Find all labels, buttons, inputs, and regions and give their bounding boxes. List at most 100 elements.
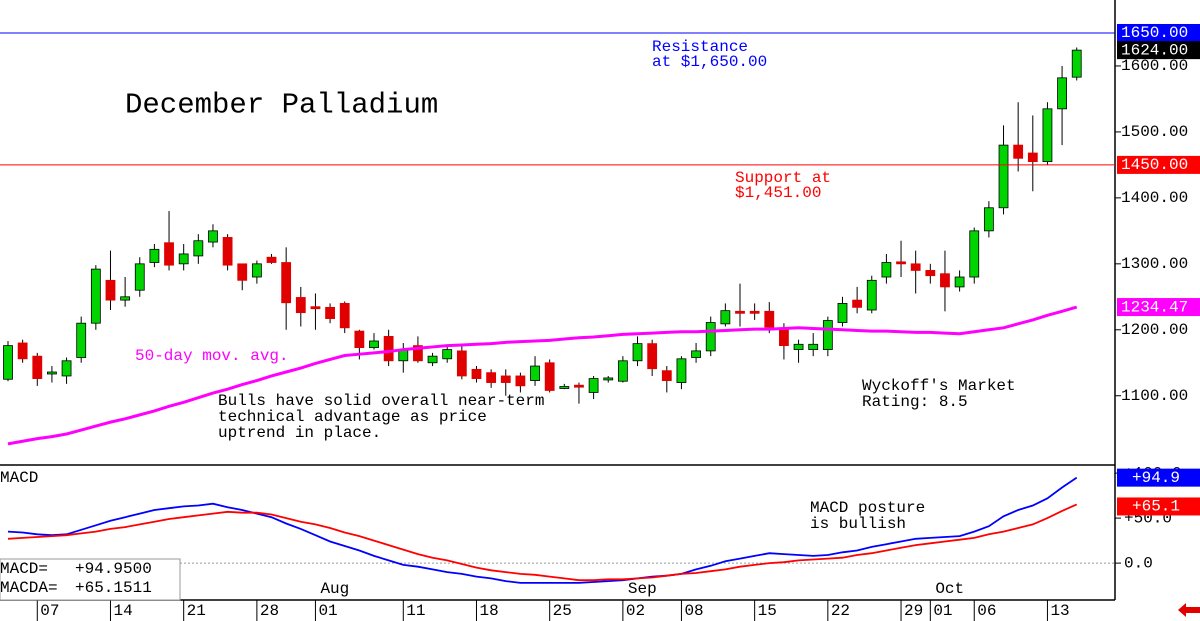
annotation: Bulls have solid overall near-term bbox=[218, 392, 544, 410]
candle-body bbox=[705, 322, 716, 352]
candle-body bbox=[588, 378, 599, 393]
candle-body bbox=[661, 370, 672, 381]
x-tick-label: 14 bbox=[113, 602, 132, 620]
level-box bbox=[1117, 155, 1200, 174]
candle-body bbox=[413, 345, 423, 362]
candle-body bbox=[998, 144, 1009, 209]
candle-body bbox=[735, 310, 745, 314]
candle-body bbox=[354, 330, 365, 348]
last-close-box bbox=[1117, 41, 1200, 60]
readout-value: +94.9500 bbox=[75, 560, 152, 578]
candle-body bbox=[603, 377, 614, 381]
level-box bbox=[1117, 23, 1200, 42]
candle-body bbox=[749, 310, 760, 314]
month-label: Aug bbox=[320, 580, 349, 598]
y-tick-label: 0.0 bbox=[1124, 554, 1153, 572]
candle-body bbox=[969, 230, 980, 278]
candle-body bbox=[1057, 77, 1067, 110]
candle-body bbox=[134, 263, 145, 291]
candle-body bbox=[339, 303, 350, 329]
annotation: Wyckoff's Market bbox=[862, 377, 1016, 395]
candle-body bbox=[32, 355, 43, 379]
x-tick-label: 21 bbox=[187, 602, 206, 620]
candle-body bbox=[866, 279, 877, 311]
candle-body bbox=[574, 384, 584, 388]
annotation: uptrend in place. bbox=[218, 424, 381, 442]
x-tick-label: 13 bbox=[1050, 602, 1069, 620]
scroll-arrow[interactable] bbox=[1178, 603, 1200, 617]
last-close-label: 1624.00 bbox=[1121, 41, 1188, 59]
level-annotation: $1,451.00 bbox=[735, 184, 821, 202]
chart-title: December Palladium bbox=[125, 89, 438, 122]
x-tick-label: 07 bbox=[40, 602, 59, 620]
candle-body bbox=[17, 342, 28, 360]
month-label: Sep bbox=[628, 580, 657, 598]
candle-body bbox=[910, 263, 921, 271]
moving-average bbox=[7, 305, 1078, 446]
candle-body bbox=[281, 262, 292, 304]
candle-body bbox=[515, 375, 526, 387]
y-tick-label: 1200.00 bbox=[1121, 321, 1188, 339]
candle-body bbox=[632, 343, 643, 362]
y-tick-label: 1100.00 bbox=[1121, 387, 1188, 405]
x-tick-label: 06 bbox=[977, 602, 996, 620]
annotation: Rating: 8.5 bbox=[862, 393, 968, 411]
candle-body bbox=[983, 207, 994, 232]
x-tick-label: 15 bbox=[758, 602, 777, 620]
level-annotation: Support at bbox=[735, 169, 831, 187]
x-tick-label: 01 bbox=[933, 602, 952, 620]
level-label: 1650.00 bbox=[1121, 24, 1188, 42]
annotation: technical advantage as price bbox=[218, 408, 487, 426]
candle-body bbox=[105, 279, 116, 301]
candle-body bbox=[559, 386, 570, 389]
series-label: 50-day mov. avg. bbox=[135, 347, 289, 365]
x-tick-label: 29 bbox=[904, 602, 923, 620]
candle-body bbox=[61, 360, 72, 377]
macd-line bbox=[7, 503, 1078, 582]
x-tick-label: 02 bbox=[626, 602, 645, 620]
candle-body bbox=[120, 296, 131, 301]
candle-body bbox=[47, 371, 57, 375]
readout-label: MACD= bbox=[0, 560, 48, 578]
candle-body bbox=[617, 360, 628, 382]
candle-body bbox=[940, 273, 950, 288]
level-label: 1450.00 bbox=[1121, 156, 1188, 174]
x-tick-label: 22 bbox=[831, 602, 850, 620]
candle-body bbox=[896, 261, 906, 265]
x-tick-label: 25 bbox=[553, 602, 572, 620]
candle-body bbox=[90, 268, 101, 324]
candle-body bbox=[530, 365, 540, 381]
candle-body bbox=[808, 343, 819, 350]
candle-body bbox=[266, 256, 277, 263]
candle-body bbox=[720, 310, 731, 325]
last-value-label: +94.9 bbox=[1132, 469, 1180, 487]
annotation: MACD posture bbox=[810, 499, 925, 517]
candle-body bbox=[852, 299, 863, 308]
last-value-label: +65.1 bbox=[1132, 498, 1180, 516]
candle-body bbox=[178, 253, 189, 265]
y-tick-label: 1300.00 bbox=[1121, 255, 1188, 273]
candle-body bbox=[325, 306, 335, 319]
last-value-box bbox=[1117, 468, 1200, 487]
candle-body bbox=[1042, 108, 1053, 162]
candle-body bbox=[149, 248, 160, 263]
candle-body bbox=[427, 355, 438, 364]
y-tick-label: 1600.00 bbox=[1121, 57, 1188, 75]
candle-body bbox=[544, 362, 555, 391]
level-annotation: at $1,650.00 bbox=[652, 53, 767, 71]
candle-body bbox=[793, 343, 804, 350]
last-value-box bbox=[1117, 497, 1200, 516]
candle-body bbox=[442, 349, 453, 360]
candle-body bbox=[822, 320, 833, 350]
candle-body bbox=[486, 372, 497, 383]
candle-body bbox=[164, 242, 174, 266]
candle-body bbox=[1071, 49, 1082, 78]
candle-body bbox=[251, 263, 262, 278]
candle-body bbox=[3, 345, 13, 380]
level-annotation: Resistance bbox=[652, 38, 748, 56]
candle-body bbox=[383, 335, 394, 362]
annotation: is bullish bbox=[810, 515, 906, 533]
candle-body bbox=[925, 270, 936, 277]
candle-body bbox=[764, 310, 775, 328]
